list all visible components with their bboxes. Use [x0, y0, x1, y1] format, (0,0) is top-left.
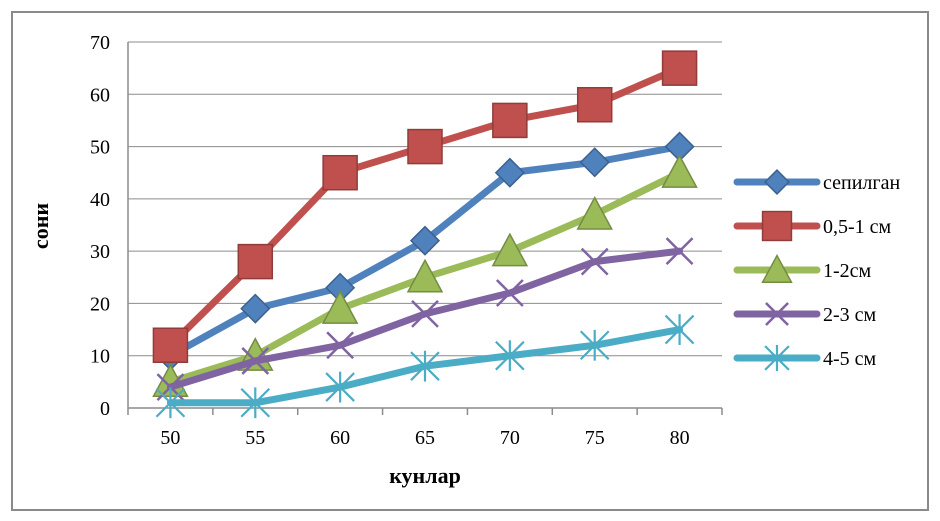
y-tick-label: 10	[90, 346, 110, 368]
y-tick-label: 20	[90, 293, 110, 315]
y-tick-label: 40	[90, 189, 110, 211]
y-axis-title: сони	[28, 203, 53, 249]
legend-item: 1-2см	[733, 253, 872, 284]
y-tick-labels: 0 10 20 30 40 50 60 70	[90, 32, 110, 420]
x-axis-title: кунлар	[389, 463, 461, 488]
data-point	[664, 314, 695, 345]
data-point	[661, 154, 698, 188]
series-1	[152, 50, 698, 364]
series-4	[155, 314, 695, 419]
data-point	[321, 290, 359, 324]
legend-item: 2-3 см	[733, 302, 877, 326]
data-point	[492, 102, 528, 139]
legend-item: сепилган	[733, 169, 900, 195]
series-2	[152, 154, 698, 398]
data-point	[325, 371, 355, 403]
data-point	[240, 293, 271, 324]
data-point	[410, 350, 440, 382]
x-tick-label: 65	[415, 427, 435, 449]
x-tick-labels: 50 55 60 65 70 75 80	[160, 427, 689, 449]
legend-label: 4-5 см	[823, 348, 877, 370]
legend: сепилган 0,5-1 см 1-2см 2-3 см 4-5 см	[733, 169, 900, 372]
legend-label: 1-2см	[823, 260, 872, 282]
data-point	[491, 232, 529, 267]
legend-item: 4-5 см	[733, 344, 877, 372]
data-point	[409, 225, 441, 256]
data-point	[322, 154, 358, 191]
data-point	[494, 157, 525, 188]
y-tick-label: 70	[90, 32, 110, 54]
legend-label: 0,5-1 см	[823, 216, 892, 238]
legend-label: 2-3 см	[823, 304, 877, 326]
data-point	[155, 387, 186, 419]
y-tick-label: 50	[90, 137, 110, 159]
x-tick-label: 55	[245, 427, 265, 449]
data-point	[411, 300, 439, 328]
legend-swatch-marker	[764, 169, 790, 195]
data-point	[241, 347, 270, 375]
data-point	[156, 373, 185, 401]
legend-swatch-marker	[761, 210, 793, 242]
data-point	[240, 387, 271, 419]
data-point	[407, 128, 443, 165]
data-point	[579, 147, 610, 178]
data-point	[576, 86, 613, 123]
x-tick-label: 70	[500, 427, 520, 449]
data-point	[152, 327, 189, 364]
data-point	[579, 329, 610, 361]
y-tick-label: 30	[90, 241, 110, 263]
series-group	[152, 50, 698, 419]
y-tick-label: 60	[90, 84, 110, 106]
series-3	[156, 237, 694, 401]
data-point	[576, 195, 613, 230]
legend-label: сепилган	[823, 172, 900, 194]
x-tick-label: 60	[330, 427, 350, 449]
data-point	[237, 243, 274, 280]
data-point	[495, 340, 525, 372]
legend-swatch-marker	[761, 253, 793, 284]
data-point	[580, 247, 609, 276]
data-point	[661, 50, 698, 86]
axes	[127, 42, 723, 415]
x-tick-label: 50	[160, 427, 180, 449]
data-point	[495, 279, 524, 307]
y-tick-label: 0	[100, 398, 110, 420]
legend-swatch-marker	[765, 302, 789, 326]
data-point	[665, 237, 694, 266]
legend-item: 0,5-1 см	[733, 210, 892, 242]
x-tick-label: 75	[585, 427, 605, 449]
legend-swatch-marker	[764, 344, 790, 372]
data-point	[326, 331, 355, 360]
data-point	[406, 258, 444, 293]
x-tick-label: 80	[670, 427, 690, 449]
